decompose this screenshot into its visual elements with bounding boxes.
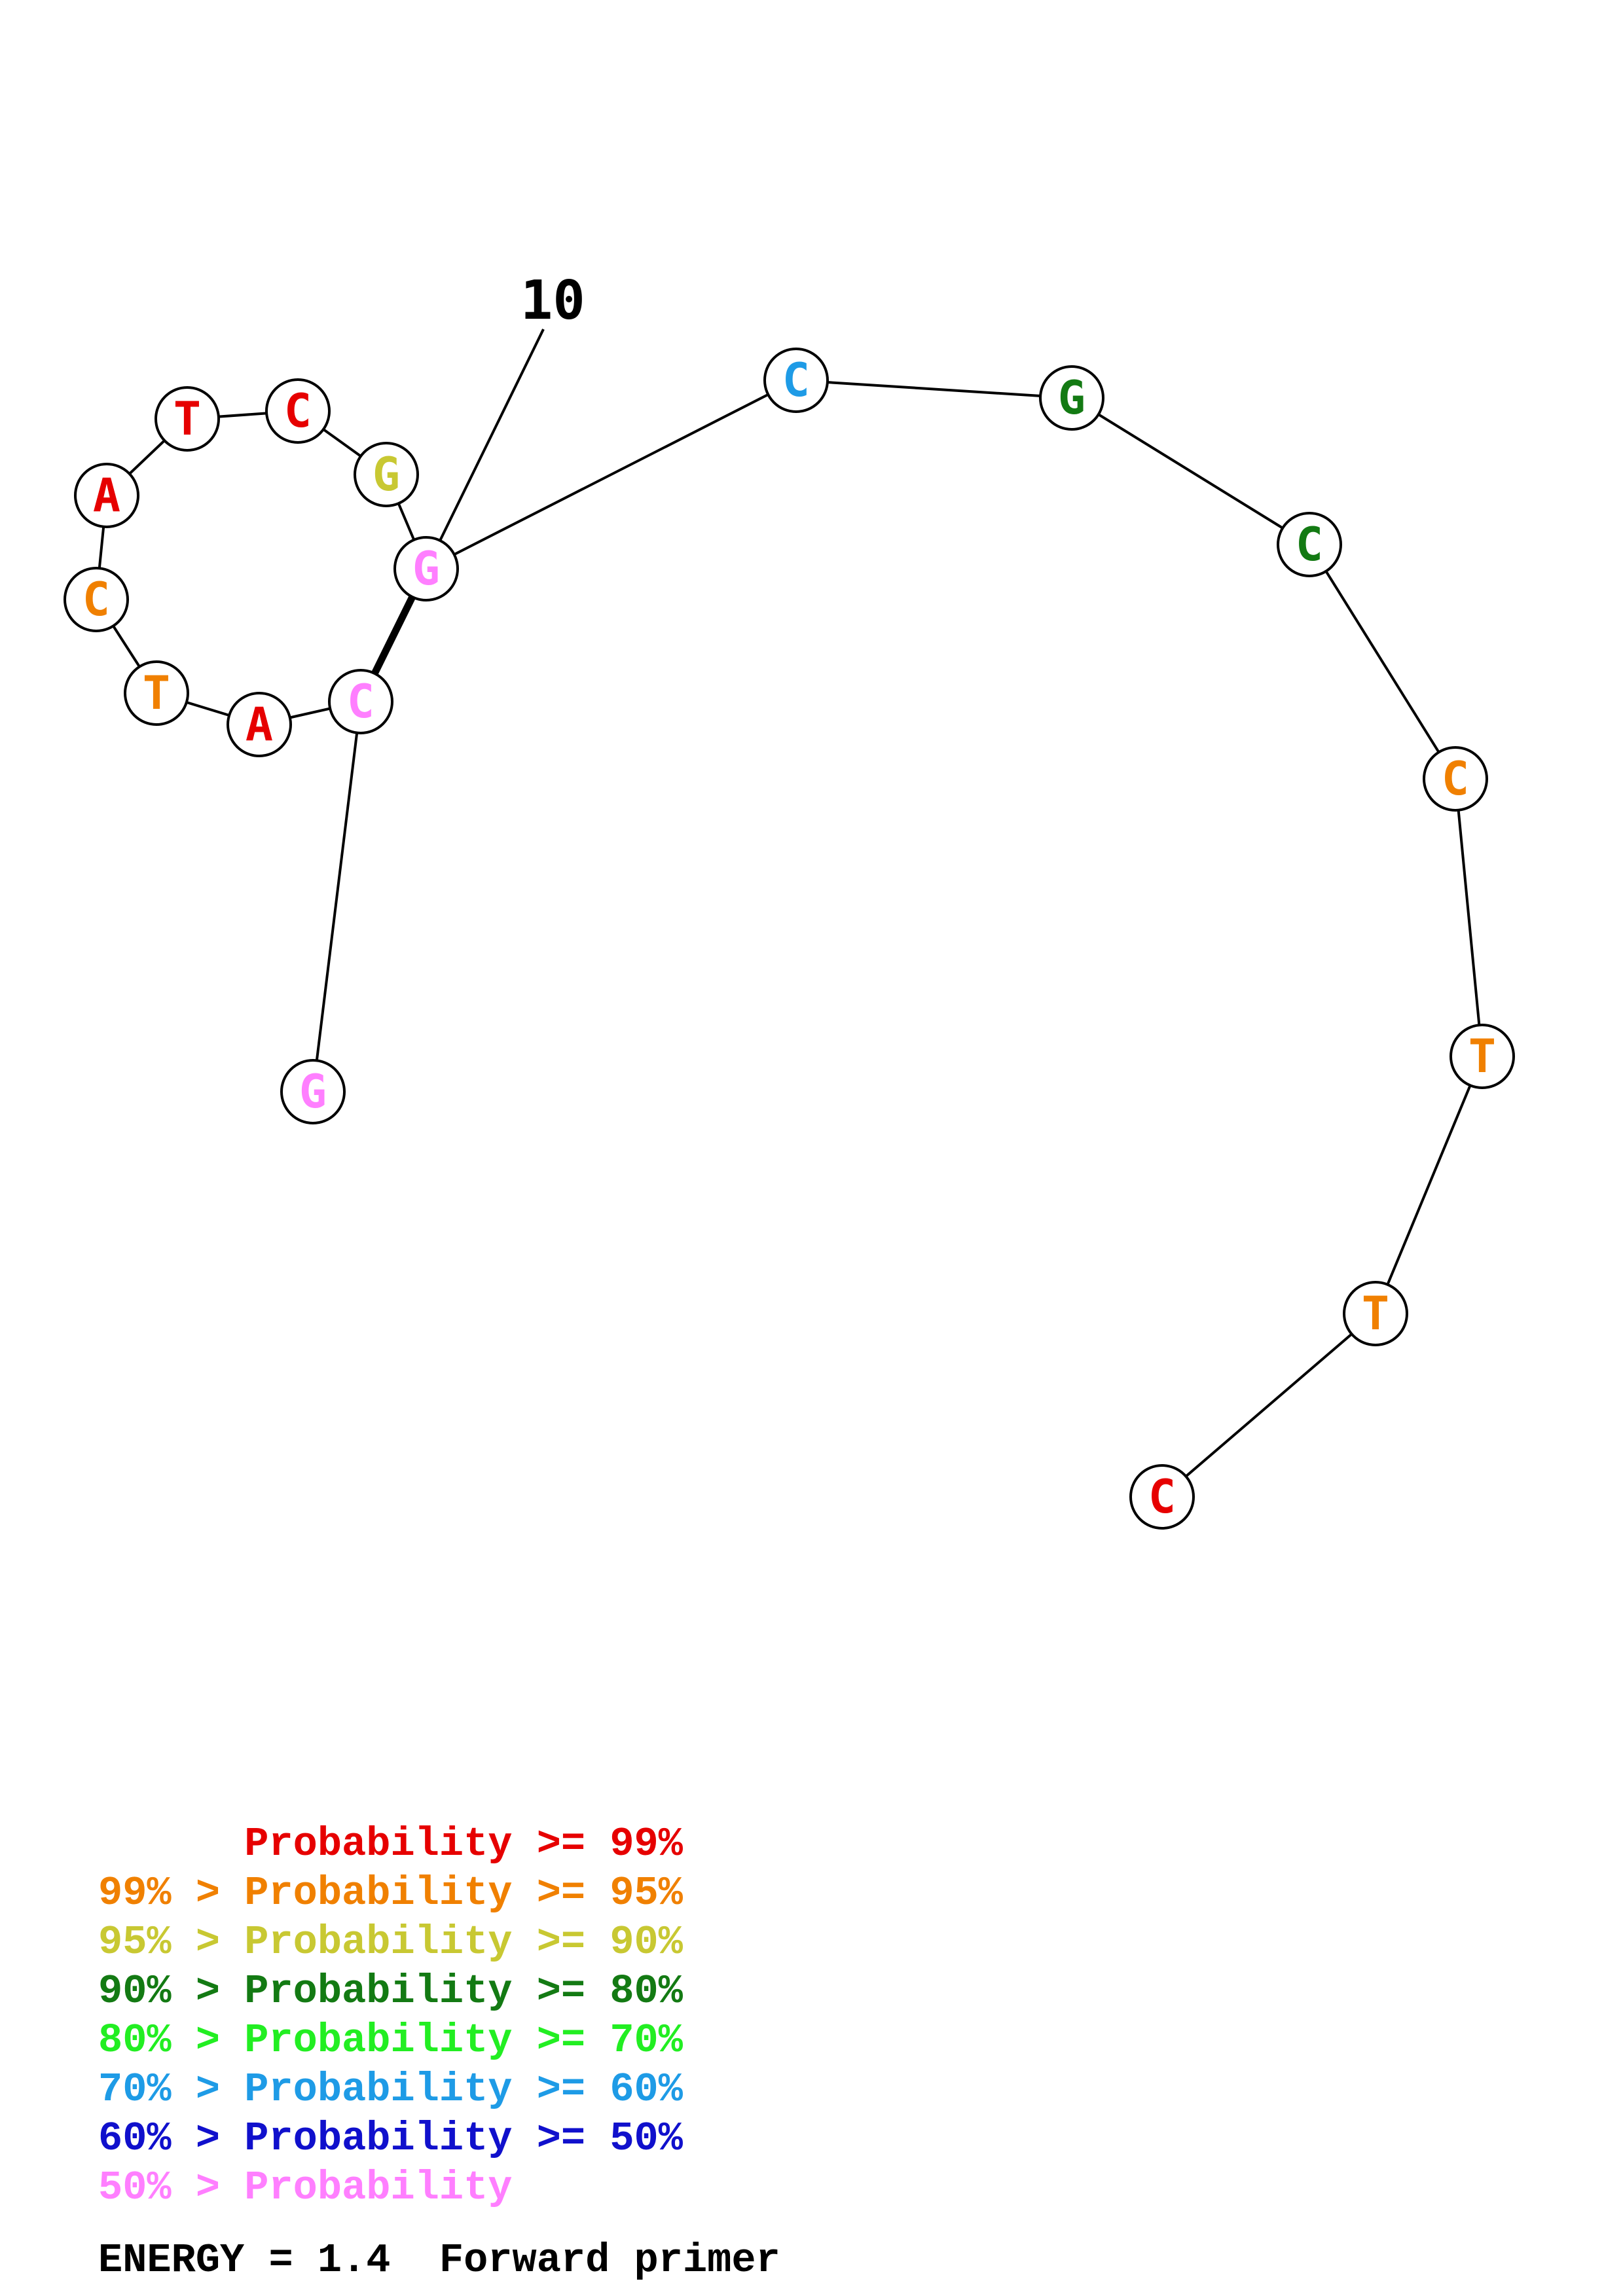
nucleotide-letter: C	[284, 384, 312, 438]
nucleotide-node: T	[124, 660, 189, 726]
nucleotide-letter: T	[143, 666, 170, 720]
nucleotide-node: C	[328, 669, 393, 734]
nucleotide-node: C	[763, 348, 829, 413]
backbone-link	[312, 701, 362, 1092]
nucleotide-circle	[354, 442, 419, 507]
nucleotide-letter: C	[1296, 518, 1323, 571]
backbone-link	[1161, 1312, 1377, 1498]
nucleotide-node: T	[1343, 1281, 1408, 1346]
nucleotide-node: C	[1129, 1464, 1195, 1530]
nucleotide-node: G	[393, 536, 459, 601]
legend-entry: 50% > Probability	[98, 2164, 513, 2211]
nucleotide-node: G	[280, 1059, 346, 1124]
backbone-link	[795, 379, 1072, 399]
nucleotide-circle	[227, 692, 292, 757]
backbone-link	[426, 379, 797, 570]
nucleotide-circle	[1129, 1464, 1195, 1530]
nucleotide-circle	[1423, 746, 1488, 812]
nucleotide-circle	[1277, 512, 1342, 577]
nucleotide-circle	[155, 386, 220, 452]
nucleotide-letter: T	[1362, 1287, 1389, 1340]
nucleotide-circle	[74, 463, 139, 528]
legend-entry: 70% > Probability >= 60%	[98, 2066, 683, 2113]
nucleotide-circle	[64, 567, 129, 632]
legend-entry: Probability >= 99%	[98, 1821, 683, 1867]
nucleotide-letter: C	[347, 675, 374, 728]
nucleotide-node: T	[1450, 1024, 1515, 1089]
backbone-link	[1070, 397, 1311, 546]
nucleotide-letter: G	[373, 448, 400, 501]
backbone-link	[1454, 778, 1484, 1057]
nucleotide-circle	[265, 378, 331, 444]
nucleotide-node: A	[74, 463, 139, 528]
energy-label: ENERGY = 1.4 Forward primer	[98, 2237, 780, 2284]
nucleotide-circle	[1450, 1024, 1515, 1089]
nucleotide-letter: C	[1148, 1470, 1176, 1524]
nucleotide-node: A	[227, 692, 292, 757]
nucleotide-letter: A	[93, 469, 120, 522]
nucleotide-letter: C	[1442, 752, 1469, 806]
nucleotide-node: T	[155, 386, 220, 452]
legend-entry: 60% > Probability >= 50%	[98, 2115, 683, 2162]
nucleotide-node: C	[64, 567, 129, 632]
nucleotide-letter: T	[173, 392, 201, 446]
nucleotide-node: C	[1277, 512, 1342, 577]
nucleotide-circle	[280, 1059, 346, 1124]
nucleotide-circle	[328, 669, 393, 734]
nucleotide-node: G	[1039, 365, 1104, 431]
nucleotide-circle	[393, 536, 459, 601]
legend-entry: 99% > Probability >= 95%	[98, 1870, 683, 1916]
backbone-link	[1308, 543, 1457, 780]
nucleotide-letter: G	[1058, 371, 1085, 425]
backbone-link	[1374, 1056, 1484, 1314]
nucleotide-letter: G	[412, 542, 440, 596]
nucleotide-letter: C	[82, 573, 110, 626]
nucleotide-circle	[1039, 365, 1104, 431]
nucleotide-node: C	[265, 378, 331, 444]
legend-entry: 90% > Probability >= 80%	[98, 1968, 683, 2015]
nucleotide-letter: C	[782, 353, 810, 407]
probability-legend: Probability >= 99% 99% > Probability >= 9…	[98, 1820, 683, 2212]
nucleotide-letter: G	[299, 1065, 327, 1119]
nucleotide-circle	[124, 660, 189, 726]
nucleotide-letter: T	[1468, 1030, 1496, 1083]
legend-entry: 80% > Probability >= 70%	[98, 2017, 683, 2064]
nucleotide-node: G	[354, 442, 419, 507]
nucleotide-circle	[763, 348, 829, 413]
nucleotide-circle	[1343, 1281, 1408, 1346]
nucleotide-node: C	[1423, 746, 1488, 812]
position-label-tick	[425, 329, 545, 569]
position-label: 10	[520, 270, 585, 332]
backbone-links	[95, 379, 1484, 1498]
nucleotide-letter: A	[246, 698, 273, 751]
legend-entry: 95% > Probability >= 90%	[98, 1919, 683, 1965]
